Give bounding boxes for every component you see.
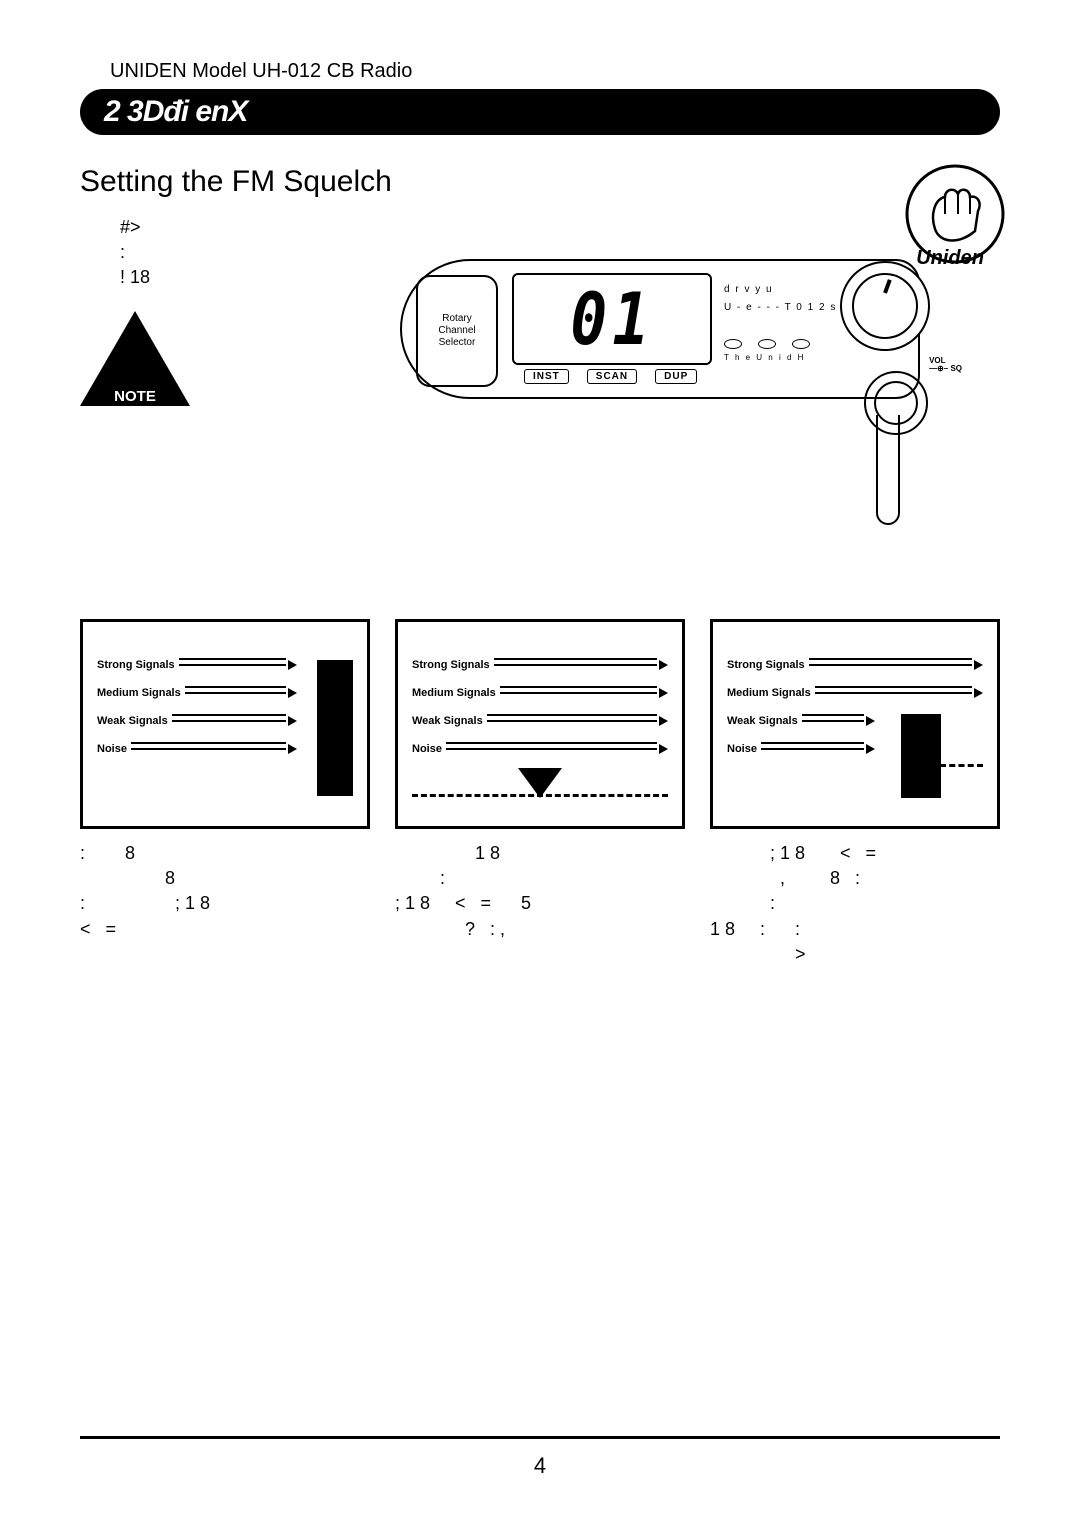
radio-body: Rotary Channel Selector 01 d r v y u U -… bbox=[400, 259, 920, 399]
radio-illustration: Rotary Channel Selector 01 d r v y u U -… bbox=[400, 209, 990, 499]
diagram-1-box: Strong Signals Medium Signals Weak Signa… bbox=[80, 619, 370, 829]
page-number: 4 bbox=[0, 1453, 1080, 1479]
arrow-right-icon bbox=[974, 688, 983, 698]
arrow-right-icon bbox=[288, 744, 297, 754]
channel-digits: 01 bbox=[570, 277, 654, 361]
weak-label: Weak Signals bbox=[412, 715, 483, 727]
weak-label: Weak Signals bbox=[727, 715, 798, 727]
button-row: INST SCAN DUP bbox=[524, 369, 697, 384]
top-left-column: #> : ! 18 NOTE bbox=[80, 209, 360, 411]
noise-label: Noise bbox=[412, 743, 442, 755]
strong-label: Strong Signals bbox=[412, 659, 490, 671]
weak-label: Weak Signals bbox=[97, 715, 168, 727]
medium-label: Medium Signals bbox=[97, 687, 181, 699]
vol-sq-label: VOL —⊕– SQ bbox=[929, 357, 962, 373]
arrow-right-icon bbox=[288, 660, 297, 670]
noise-label: Noise bbox=[727, 743, 757, 755]
rotary-label: Rotary Channel Selector bbox=[438, 313, 475, 349]
arrow-right-icon bbox=[866, 744, 875, 754]
arrow-right-icon bbox=[974, 660, 983, 670]
arrow-right-icon bbox=[288, 716, 297, 726]
squelch-gate-block bbox=[518, 768, 562, 798]
note-triangle: NOTE bbox=[80, 311, 190, 411]
top-row: #> : ! 18 NOTE Rotary Channel Selector 0… bbox=[80, 209, 1000, 499]
lcd-display: 01 bbox=[512, 273, 712, 365]
diagram-2: Strong Signals Medium Signals Weak Signa… bbox=[395, 619, 685, 967]
medium-label: Medium Signals bbox=[412, 687, 496, 699]
indicator-oval bbox=[724, 339, 742, 349]
intro-text: #> : ! 18 bbox=[120, 215, 360, 291]
scan-button[interactable]: SCAN bbox=[587, 369, 637, 384]
intro-line-1: #> bbox=[120, 215, 360, 240]
squelch-gate-block bbox=[901, 714, 941, 798]
diagram-3-box: Strong Signals Medium Signals Weak Signa… bbox=[710, 619, 1000, 829]
arrow-right-icon bbox=[659, 688, 668, 698]
medium-label: Medium Signals bbox=[727, 687, 811, 699]
diagram-1-caption: : 8 8 : ; 1 8 < = bbox=[80, 841, 370, 961]
arrow-right-icon bbox=[659, 716, 668, 726]
mic-cable-icon bbox=[876, 415, 900, 525]
diagram-2-caption: 1 8 : ; 1 8 < = 5 ? : , bbox=[395, 841, 685, 961]
rotary-channel-selector[interactable]: Rotary Channel Selector bbox=[416, 275, 498, 387]
section-bar: 2 3Dđi enX bbox=[80, 89, 1000, 135]
diagram-3: Strong Signals Medium Signals Weak Signa… bbox=[710, 619, 1000, 967]
indicator-oval bbox=[758, 339, 776, 349]
indicator-labels: T h e U n i d H bbox=[724, 353, 805, 362]
intro-line-3: ! 18 bbox=[120, 265, 360, 290]
model-label: UNIDEN Model UH-012 CB Radio bbox=[110, 60, 1000, 83]
arrow-right-icon bbox=[659, 744, 668, 754]
strong-label: Strong Signals bbox=[727, 659, 805, 671]
indicator-oval bbox=[792, 339, 810, 349]
strong-label: Strong Signals bbox=[97, 659, 175, 671]
signal-diagrams-row: Strong Signals Medium Signals Weak Signa… bbox=[80, 619, 1000, 967]
volume-knob[interactable] bbox=[852, 273, 918, 339]
indicator-ovals bbox=[724, 339, 810, 349]
brand-label: Uniden bbox=[908, 245, 992, 272]
diagram-3-caption: ; 1 8 < = , 8 : : 1 8 : : > bbox=[710, 841, 1000, 967]
dup-button[interactable]: DUP bbox=[655, 369, 697, 384]
squelch-gate-block bbox=[317, 660, 353, 796]
intro-line-2: : bbox=[120, 240, 360, 265]
note-label: NOTE bbox=[80, 388, 190, 405]
arrow-right-icon bbox=[659, 660, 668, 670]
section-title: Setting the FM Squelch bbox=[80, 165, 1000, 199]
inst-button[interactable]: INST bbox=[524, 369, 569, 384]
diagram-1: Strong Signals Medium Signals Weak Signa… bbox=[80, 619, 370, 967]
diagram-2-box: Strong Signals Medium Signals Weak Signa… bbox=[395, 619, 685, 829]
arrow-right-icon bbox=[866, 716, 875, 726]
footer-rule bbox=[80, 1436, 1000, 1439]
arrow-right-icon bbox=[288, 688, 297, 698]
noise-label: Noise bbox=[97, 743, 127, 755]
